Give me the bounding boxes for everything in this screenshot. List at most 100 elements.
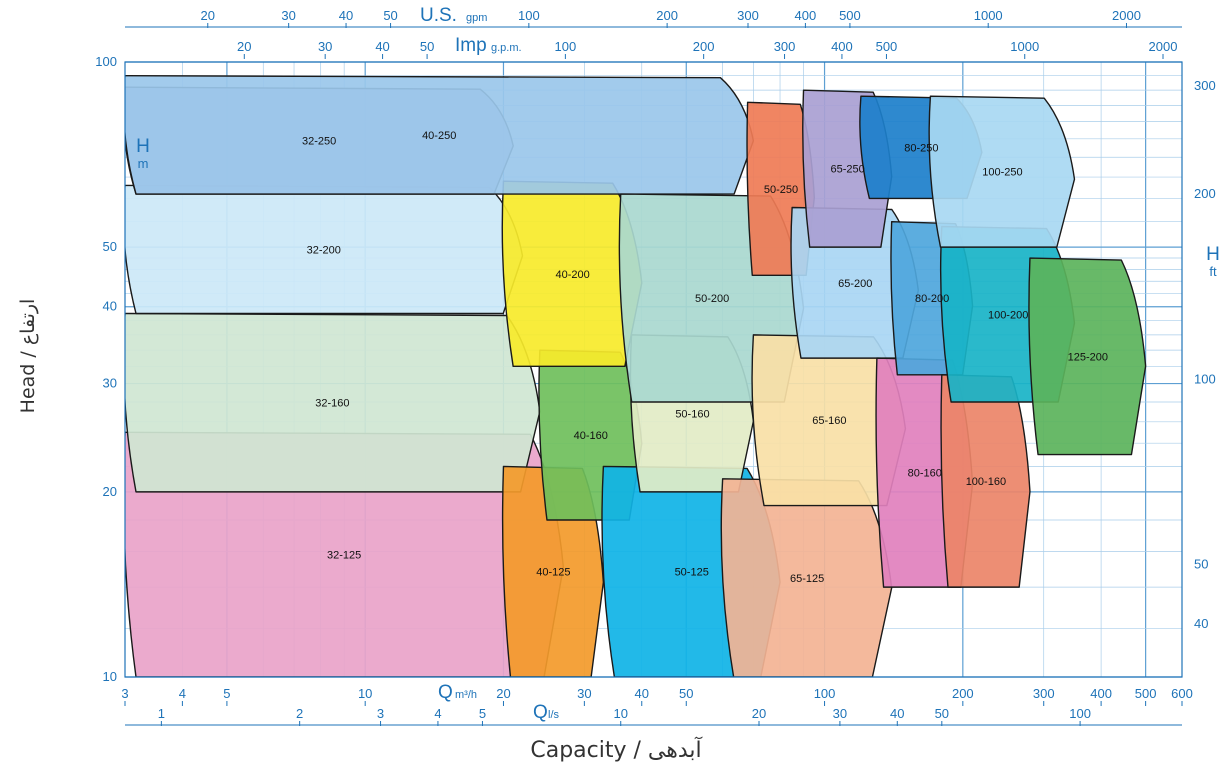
region-label-50-250: 50-250 xyxy=(764,184,798,196)
region-label-32-125: 32-125 xyxy=(327,550,361,562)
top-axis-usgpm-tick-label: 20 xyxy=(201,8,215,23)
top-axis-usgpm-tick-label: 500 xyxy=(839,8,861,23)
top-axis-usgpm-tick-label: 30 xyxy=(281,8,295,23)
top-axis-usgpm-tick-label: 400 xyxy=(795,8,817,23)
bottom-axis-ls-tick-label: 5 xyxy=(479,706,486,721)
region-label-80-160: 80-160 xyxy=(908,468,942,480)
region-label-65-200: 65-200 xyxy=(838,278,872,290)
left-axis-tick-label: 50 xyxy=(103,239,117,254)
left-axis-tick-label: 10 xyxy=(103,669,117,684)
region-label-125-200: 125-200 xyxy=(1068,351,1108,363)
right-axis-tick-label: 50 xyxy=(1194,556,1208,571)
left-axis-unit-sub: m xyxy=(138,156,149,171)
bottom-axis-m3h-tick-label: 20 xyxy=(496,686,510,701)
bottom-axis-m3h-unit-main: Q xyxy=(438,682,453,703)
bottom-axis-m3h-tick-label: 600 xyxy=(1171,686,1193,701)
top-axis-impgpm-tick-label: 400 xyxy=(831,39,853,54)
bottom-axis-m3h-tick-label: 100 xyxy=(814,686,836,701)
region-40-250 xyxy=(125,75,755,195)
bottom-axis-ls-unit-main: Q xyxy=(533,702,548,723)
bottom-axis-m3h-tick-label: 10 xyxy=(358,686,372,701)
top-axis-usgpm-tick-label: 300 xyxy=(737,8,759,23)
region-label-65-125: 65-125 xyxy=(790,573,824,585)
bottom-axis-m3h-tick-label: 50 xyxy=(679,686,693,701)
bottom-axis-ls-tick-label: 3 xyxy=(377,706,384,721)
left-axis-unit-main: H xyxy=(136,136,150,157)
bottom-axis-m3h-tick-label: 40 xyxy=(635,686,649,701)
region-labels: 32-125 32-160 32-200 32-250 40-125 40-160 40-2… xyxy=(302,130,1108,585)
top-axis-usgpm-tick-label: 2000 xyxy=(1112,8,1141,23)
bottom-axis-ls-tick-label: 40 xyxy=(890,706,904,721)
left-axis-tick-label: 20 xyxy=(103,484,117,499)
right-axis-unit-main: H xyxy=(1206,244,1220,265)
bottom-axis-ls-tick-label: 10 xyxy=(613,706,627,721)
top-axis-impgpm-unit-main: Imp xyxy=(455,35,487,56)
bottom-axis-m3h-tick-label: 5 xyxy=(223,686,230,701)
bottom-axis-ls-tick-label: 20 xyxy=(752,706,766,721)
region-label-100-250: 100-250 xyxy=(982,167,1022,179)
top-axis-usgpm-unit-sub: gpm xyxy=(466,12,487,24)
right-axis-tick-label: 200 xyxy=(1194,186,1216,201)
region-label-40-125: 40-125 xyxy=(536,567,570,579)
top-axis-impgpm-unit-sub: g.p.m. xyxy=(491,42,522,54)
bottom-axis-ls-tick-label: 1 xyxy=(158,706,165,721)
left-axis-tick-label: 40 xyxy=(103,299,117,314)
region-label-65-250: 65-250 xyxy=(830,164,864,176)
right-axis-unit-sub: ft xyxy=(1209,264,1217,279)
right-axis-tick-label: 100 xyxy=(1194,371,1216,386)
bottom-axis-m3h-tick-label: 4 xyxy=(179,686,186,701)
top-axis-impgpm-tick-label: 40 xyxy=(375,39,389,54)
top-axis-usgpm-tick-label: 100 xyxy=(518,8,540,23)
bottom-axis-ls: 1 2 3 4 5 10 20 30 40 50 100 Q l/s xyxy=(125,702,1182,726)
bottom-axis-ls-tick-label: 4 xyxy=(434,706,441,721)
bottom-axis-m3h-tick-label: 30 xyxy=(577,686,591,701)
right-axis-tick-label: 40 xyxy=(1194,616,1208,631)
top-axis-impgpm-tick-label: 500 xyxy=(876,39,898,54)
top-axis-usgpm-tick-label: 40 xyxy=(339,8,353,23)
bottom-axis-m3h-tick-label: 3 xyxy=(121,686,128,701)
left-axis-tick-label: 30 xyxy=(103,376,117,391)
bottom-axis-m3h-tick-label: 200 xyxy=(952,686,974,701)
region-label-50-200: 50-200 xyxy=(695,293,729,305)
top-axis-usgpm: 20 30 40 50 100 200 300 400 500 1000 2000 U.S. gpm xyxy=(125,5,1182,28)
top-axis-impgpm-tick-label: 50 xyxy=(420,39,434,54)
region-100-160 xyxy=(940,374,1031,588)
bottom-axis-m3h-tick-label: 300 xyxy=(1033,686,1055,701)
left-axis: 10 20 30 40 50 100 H m xyxy=(95,54,150,684)
region-label-40-160: 40-160 xyxy=(574,430,608,442)
x-axis-title: Capacity / آبدهی xyxy=(530,738,702,763)
region-label-32-200: 32-200 xyxy=(307,244,341,256)
top-axis-impgpm-tick-label: 20 xyxy=(237,39,251,54)
region-label-80-200: 80-200 xyxy=(915,293,949,305)
region-100-250 xyxy=(928,95,1076,248)
top-axis-usgpm-unit-main: U.S. xyxy=(420,5,457,26)
region-label-65-160: 65-160 xyxy=(812,415,846,427)
bottom-axis-ls-tick-label: 50 xyxy=(935,706,949,721)
region-125-200 xyxy=(1028,257,1147,456)
bottom-axis-ls-tick-label: 100 xyxy=(1069,706,1091,721)
region-label-32-160: 32-160 xyxy=(315,398,349,410)
top-axis-impgpm-tick-label: 30 xyxy=(318,39,332,54)
bottom-axis-m3h: 3 4 5 10 20 30 40 50 100 200 300 400 500 600 Q m³/h xyxy=(121,682,1193,706)
bottom-axis-m3h-unit-sub: m³/h xyxy=(455,689,477,701)
top-axis-impgpm-tick-label: 200 xyxy=(693,39,715,54)
region-label-40-200: 40-200 xyxy=(555,269,589,281)
region-label-100-160: 100-160 xyxy=(966,476,1006,488)
top-axis-impgpm: 20 30 40 50 100 200 300 400 500 1000 2000 Imp g.p.… xyxy=(237,35,1177,59)
left-axis-tick-label: 100 xyxy=(95,54,117,69)
right-axis: 40 50 100 200 300 H ft xyxy=(1194,78,1220,631)
region-label-50-160: 50-160 xyxy=(675,408,709,420)
top-axis-usgpm-tick-label: 200 xyxy=(656,8,678,23)
right-axis-tick-label: 300 xyxy=(1194,78,1216,93)
plot-frame xyxy=(124,61,1183,678)
bottom-axis-m3h-tick-label: 400 xyxy=(1090,686,1112,701)
region-label-50-125: 50-125 xyxy=(675,567,709,579)
bottom-axis-ls-unit-sub: l/s xyxy=(548,709,560,721)
bottom-axis-ls-tick-label: 2 xyxy=(296,706,303,721)
top-axis-impgpm-tick-label: 100 xyxy=(555,39,577,54)
top-axis-impgpm-tick-label: 300 xyxy=(774,39,796,54)
region-label-32-250: 32-250 xyxy=(302,136,336,148)
top-axis-impgpm-tick-label: 1000 xyxy=(1010,39,1039,54)
y-axis-title: Head / ارتفاع xyxy=(17,298,39,414)
